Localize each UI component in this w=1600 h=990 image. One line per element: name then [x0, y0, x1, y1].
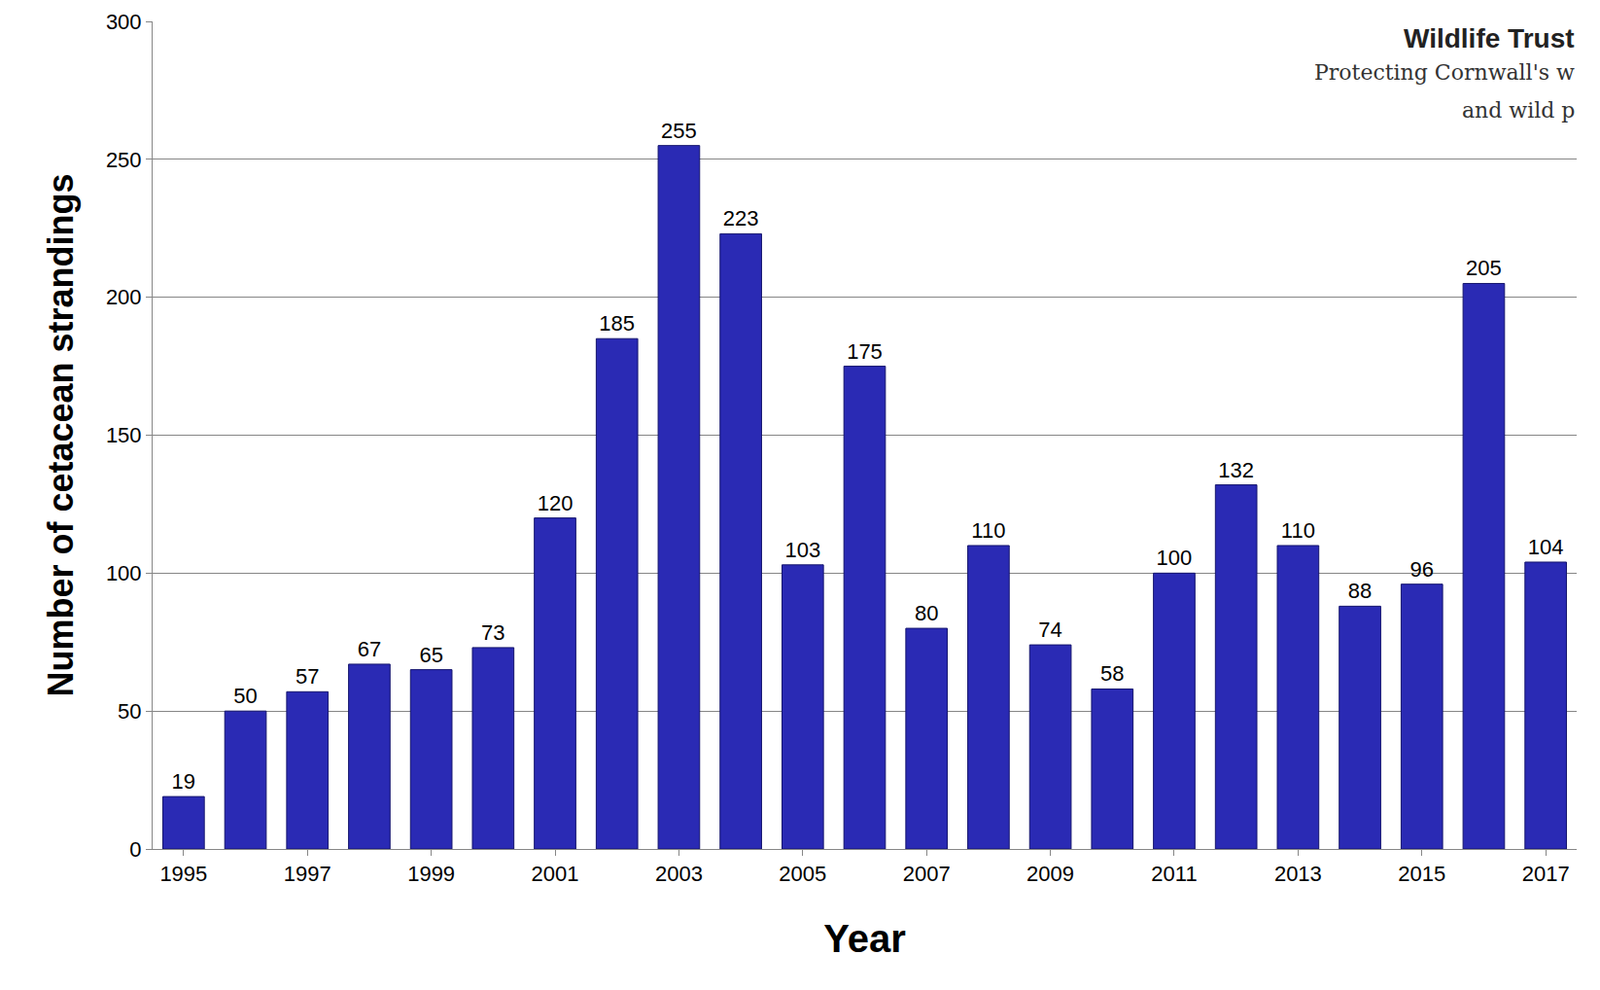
- svg-text:223: 223: [723, 206, 760, 231]
- svg-text:73: 73: [481, 620, 505, 645]
- svg-text:185: 185: [598, 311, 635, 336]
- svg-text:2007: 2007: [903, 861, 951, 886]
- svg-text:2015: 2015: [1397, 861, 1446, 886]
- svg-text:150: 150: [105, 422, 142, 448]
- svg-text:Wildlife Trust: Wildlife Trust: [1403, 23, 1575, 54]
- svg-text:2005: 2005: [778, 861, 827, 886]
- svg-text:132: 132: [1217, 457, 1254, 483]
- svg-text:110: 110: [1281, 518, 1316, 543]
- svg-text:250: 250: [105, 147, 142, 173]
- svg-text:175: 175: [846, 339, 883, 364]
- svg-text:58: 58: [1100, 660, 1124, 686]
- svg-text:50: 50: [233, 683, 257, 708]
- svg-text:104: 104: [1528, 534, 1565, 559]
- svg-text:Number of cetacean strandings: Number of cetacean strandings: [40, 173, 81, 696]
- svg-text:205: 205: [1465, 255, 1502, 280]
- svg-text:2009: 2009: [1026, 861, 1075, 886]
- svg-text:110: 110: [971, 518, 1006, 543]
- svg-text:300: 300: [105, 9, 142, 35]
- svg-text:80: 80: [914, 600, 939, 626]
- svg-text:2003: 2003: [655, 861, 703, 886]
- svg-text:1997: 1997: [283, 861, 332, 886]
- svg-text:50: 50: [117, 698, 141, 724]
- svg-text:65: 65: [418, 642, 443, 667]
- svg-text:88: 88: [1348, 578, 1372, 603]
- svg-text:1999: 1999: [407, 861, 455, 886]
- svg-text:100: 100: [1156, 545, 1193, 570]
- svg-text:0: 0: [129, 836, 141, 862]
- svg-text:2011: 2011: [1150, 861, 1197, 886]
- svg-text:74: 74: [1038, 617, 1062, 642]
- svg-text:2017: 2017: [1522, 861, 1570, 886]
- svg-text:120: 120: [537, 490, 574, 516]
- svg-text:100: 100: [105, 560, 142, 586]
- svg-text:67: 67: [357, 636, 382, 661]
- svg-text:200: 200: [105, 284, 142, 310]
- svg-text:57: 57: [295, 663, 319, 689]
- svg-text:Protecting Cornwall's w: Protecting Cornwall's w: [1314, 60, 1575, 85]
- svg-text:2013: 2013: [1274, 861, 1322, 886]
- svg-text:19: 19: [172, 768, 196, 794]
- svg-text:96: 96: [1410, 556, 1434, 582]
- svg-text:Year: Year: [823, 916, 906, 960]
- svg-text:103: 103: [784, 537, 821, 562]
- svg-text:2001: 2001: [531, 861, 580, 886]
- svg-text:and wild p: and wild p: [1461, 98, 1575, 123]
- svg-text:1995: 1995: [159, 861, 208, 886]
- svg-text:255: 255: [660, 118, 697, 143]
